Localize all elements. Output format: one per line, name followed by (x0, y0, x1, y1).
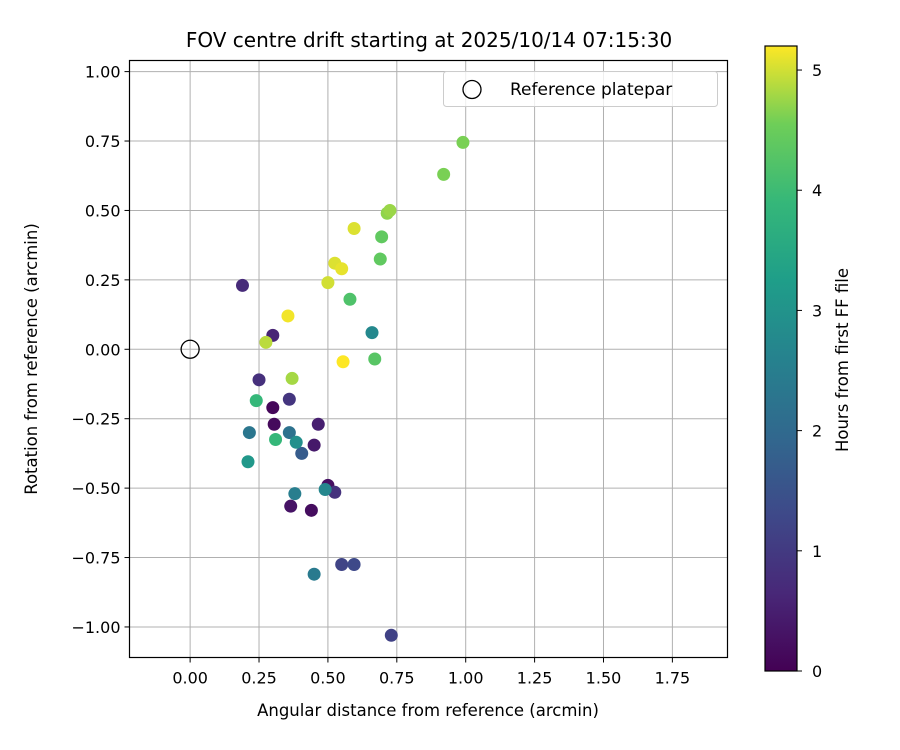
colorbar: 0 1 2 3 4 5 Hours from first FF file (764, 45, 852, 681)
legend: Reference platepar (443, 71, 718, 107)
scatter-point (456, 135, 470, 149)
y-tick-label: 1.00 (85, 63, 121, 82)
scatter-point (347, 221, 361, 235)
colorbar-gradient (765, 46, 797, 671)
y-tick-label: −1.00 (71, 618, 120, 637)
scatter-point (311, 417, 325, 431)
colorbar-tick-label: 5 (812, 61, 822, 80)
colorbar-frame (764, 45, 798, 672)
x-tick-label: 1.00 (448, 669, 484, 688)
x-tick-label: 1.75 (655, 669, 691, 688)
scatter-point (375, 230, 389, 244)
colorbar-ticks: 0 1 2 3 4 5 (797, 61, 822, 681)
scatter-point (281, 309, 295, 323)
legend-marker-icon (462, 79, 482, 100)
scatter-point (285, 371, 299, 385)
scatter-point (368, 352, 382, 366)
scatter-point (295, 446, 309, 460)
scatter-point (336, 355, 350, 369)
legend-box (443, 71, 718, 107)
x-tick-label: 1.25 (517, 669, 553, 688)
y-tick-label: 0.75 (85, 132, 121, 151)
y-axis-ticks: 1.00 0.75 0.50 0.25 0.00 −0.25 −0.50 −0.75 −1.00 (71, 63, 130, 637)
scatter-point (343, 292, 357, 306)
scatter-point (241, 455, 255, 469)
scatter-point (437, 167, 451, 181)
colorbar-label: Hours from first FF file (833, 268, 852, 452)
scatter-point (249, 394, 263, 408)
plot-frame (128, 59, 729, 659)
x-tick-label: 0.25 (241, 669, 277, 688)
data-points (235, 135, 470, 642)
scatter-point (335, 262, 349, 276)
x-tick-label: 0.75 (379, 669, 415, 688)
chart-title: FOV centre drift starting at 2025/10/14 … (186, 28, 672, 52)
scatter-point (307, 567, 321, 581)
scatter-point (365, 326, 379, 340)
x-axis-ticks: 0.00 0.25 0.50 0.75 1.00 1.25 1.50 1.75 (172, 657, 691, 688)
scatter-point (267, 417, 281, 431)
scatter-point (242, 426, 256, 440)
y-axis-label: Rotation from reference (arcmin) (22, 223, 41, 495)
x-tick-label: 1.50 (586, 669, 622, 688)
scatter-point (335, 557, 349, 571)
scatter-point (282, 392, 296, 406)
colorbar-tick-label: 3 (812, 301, 822, 320)
scatter-point (266, 401, 280, 415)
y-tick-label: −0.50 (71, 479, 120, 498)
reference-point-marker (180, 339, 200, 359)
scatter-point (321, 276, 335, 290)
scatter-point (259, 335, 273, 349)
colorbar-tick-label: 4 (812, 181, 822, 200)
scatter-point (288, 487, 302, 501)
scatter-point (347, 557, 361, 571)
y-tick-label: 0.50 (85, 201, 121, 220)
scatter-point (252, 373, 266, 387)
y-tick-label: 0.00 (85, 340, 121, 359)
x-tick-label: 0.00 (172, 669, 208, 688)
scatter-point (307, 438, 321, 452)
scatter-point (284, 499, 298, 513)
colorbar-tick-label: 1 (812, 542, 822, 561)
scatter-point (289, 435, 303, 449)
scatter-point (269, 433, 283, 447)
scatter-point (384, 628, 398, 642)
scatter-point (235, 278, 249, 292)
scatter-point (304, 503, 318, 517)
legend-label: Reference platepar (510, 80, 672, 100)
x-axis-label: Angular distance from reference (arcmin) (257, 701, 599, 720)
y-tick-label: −0.75 (71, 549, 120, 568)
scatter-point (373, 252, 387, 266)
scatter-point (318, 483, 332, 497)
x-tick-label: 0.50 (310, 669, 346, 688)
scatter-point (282, 426, 296, 440)
colorbar-tick-label: 0 (812, 662, 822, 681)
colorbar-tick-label: 2 (812, 422, 822, 441)
y-tick-label: −0.25 (71, 410, 120, 429)
y-tick-label: 0.25 (85, 271, 121, 290)
scatter-point (383, 203, 397, 217)
grid-lines (129, 60, 728, 658)
